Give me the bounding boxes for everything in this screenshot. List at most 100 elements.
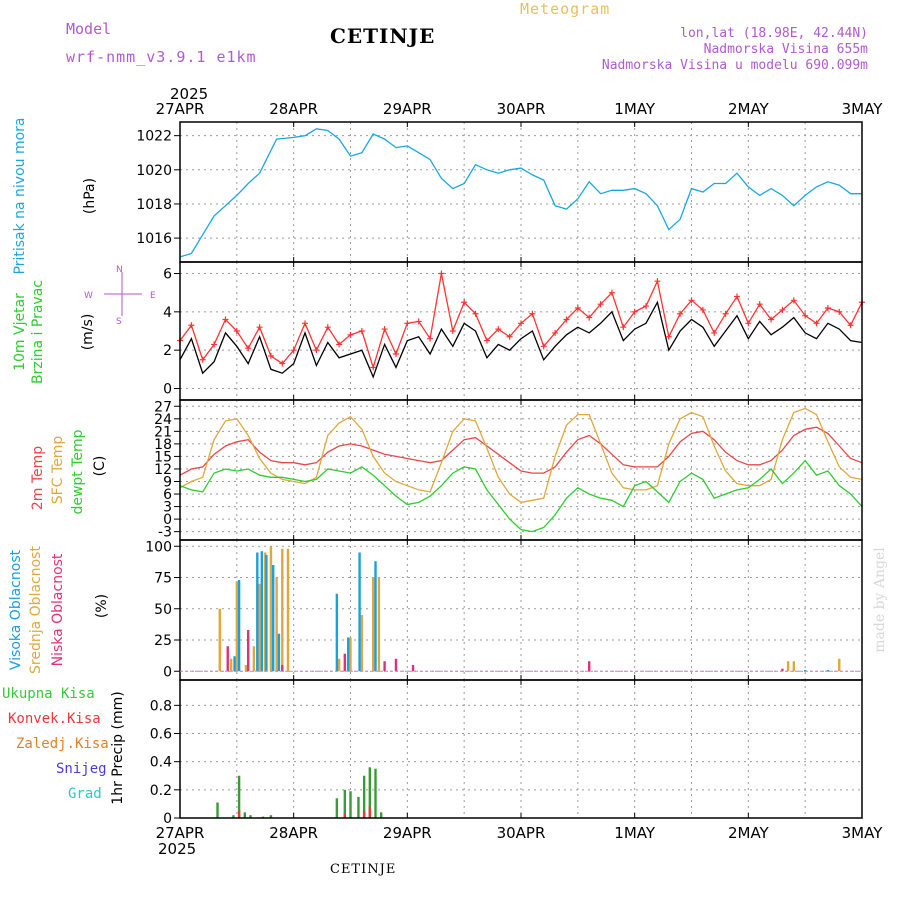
y-tick-label: 0 (163, 382, 172, 398)
series-line-temp2m (179, 426, 863, 476)
bar-cloud_mid (377, 577, 381, 672)
bar-cloud_high (803, 670, 807, 672)
gust-marker (222, 316, 229, 323)
y-tick-label: 1022 (136, 129, 172, 145)
bar-cloud_high (277, 633, 281, 672)
gust-marker (790, 297, 797, 304)
gust-marker (245, 345, 252, 352)
y-tick-label: 0.6 (150, 727, 172, 743)
bar-precip_conv (237, 810, 241, 818)
gust-marker (381, 326, 388, 333)
y-tick-label: 18 (154, 437, 172, 453)
bar-cloud_high (256, 552, 259, 672)
gust-marker (347, 331, 354, 338)
x-tick-label-top: 3MAY (842, 100, 884, 118)
panel-frame (179, 121, 863, 263)
bar-precip_total (269, 815, 273, 818)
x-tick-label-bottom: 27APR (156, 824, 205, 842)
gust-marker (733, 293, 740, 300)
x-tick-label-top: 27APR (156, 100, 205, 118)
series-line-pressure (179, 128, 862, 258)
y-tick-label: 0.4 (150, 755, 172, 771)
gust-marker (552, 329, 559, 336)
gust-marker (392, 351, 399, 357)
series-line-wind_speed (179, 300, 863, 379)
gust-marker (563, 316, 570, 323)
bar-cloud_low (226, 646, 229, 672)
gust-marker (597, 301, 604, 308)
gust-marker (324, 324, 331, 331)
x-tick-label-top: 1MAY (614, 100, 656, 118)
gust-marker (574, 305, 581, 311)
bar-precip_total (349, 791, 352, 818)
bar-precip_total (232, 815, 235, 818)
bar-precip_total (368, 767, 372, 818)
gust-marker (756, 301, 763, 308)
gust-marker (404, 320, 411, 327)
gust-marker (370, 364, 377, 371)
bar-cloud_mid (372, 577, 375, 672)
y-tick-label: 6 (163, 267, 172, 283)
gust-marker (665, 333, 672, 340)
y-tick-label: 3 (163, 500, 172, 516)
bar-cloud_mid (281, 548, 284, 672)
bar-cloud_mid (286, 548, 290, 672)
y-tick-label: 0 (163, 811, 172, 827)
gust-marker (824, 305, 831, 311)
gust-marker (438, 270, 445, 277)
bar-cloud_mid (349, 637, 352, 672)
bar-cloud_low (343, 653, 347, 672)
footer-station: CETINJE (330, 862, 397, 877)
bar-cloud_mid (786, 661, 790, 672)
gust-marker (847, 322, 854, 329)
gust-marker (779, 306, 786, 313)
gust-marker (472, 310, 479, 317)
gust-marker (813, 320, 820, 327)
gust-marker (529, 310, 536, 317)
bar-cloud_high (260, 551, 264, 672)
bar-cloud_low (411, 665, 415, 672)
series-line-sfc_temp (179, 407, 863, 504)
legend-hail: Grad (68, 786, 102, 802)
bar-precip_total (357, 796, 360, 818)
bar-cloud_high (233, 656, 236, 672)
model-altitude-info: Nadmorska Visina u modelu 690.099m (601, 58, 868, 73)
bar-cloud_high (826, 670, 830, 672)
y-tick-label: 0 (163, 512, 172, 528)
gust-marker (449, 328, 456, 334)
series-line-dewpt (179, 459, 863, 533)
station-title: CETINJE (330, 24, 436, 48)
model-name: wrf-nmm_v3.9.1 e1km (66, 48, 257, 66)
bar-cloud_mid (229, 658, 233, 672)
bar-precip_total (343, 789, 347, 818)
y-tick-label: 100 (145, 539, 172, 555)
y-tick-label: 1018 (136, 197, 172, 213)
bar-precip_total (362, 775, 366, 818)
gust-marker (427, 335, 434, 342)
gust-marker (518, 320, 524, 327)
bar-cloud_mid (838, 658, 841, 672)
gust-marker (677, 310, 684, 317)
gust-marker (336, 341, 343, 348)
y-tick-label: 75 (154, 571, 172, 587)
x-tick-label-top: 29APR (383, 100, 432, 118)
bar-cloud_high (347, 637, 350, 672)
x-year-top: 2025 (170, 85, 208, 103)
lonlat-info: lon,lat (18.98E, 42.44N) (680, 26, 868, 41)
gust-marker (540, 343, 547, 350)
gust-marker (699, 306, 706, 313)
bar-cloud_low (281, 665, 284, 672)
gust-marker (768, 316, 775, 323)
bar-cloud_mid (337, 658, 341, 672)
y-tick-label: -3 (158, 525, 172, 541)
bar-cloud_mid (792, 661, 795, 672)
y-tick-label: 2 (163, 343, 172, 359)
compass-west: W (84, 291, 93, 301)
legend-frozen: Zaledj.Kisa (16, 736, 109, 752)
gust-marker (745, 320, 752, 327)
y-tick-label: 25 (154, 633, 172, 649)
bar-precip_total (249, 815, 252, 818)
bar-cloud_mid (252, 646, 256, 672)
gust-marker (836, 308, 843, 315)
